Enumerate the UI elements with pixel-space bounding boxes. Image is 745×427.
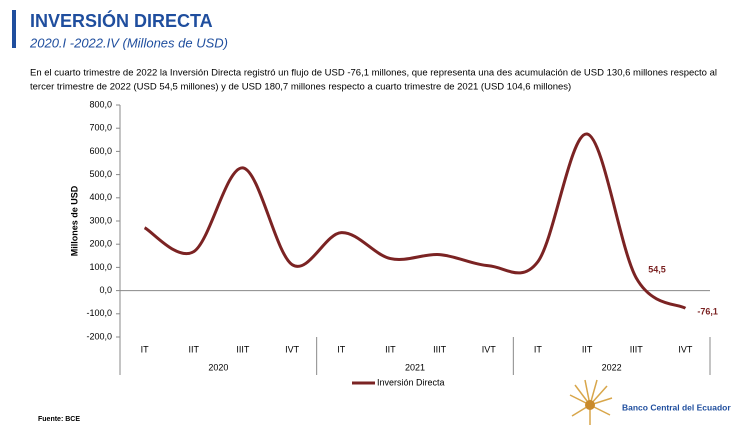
value-label: -76,1	[697, 307, 718, 317]
source: Fuente: BCE	[38, 416, 80, 423]
x-tick-label: IVT	[285, 344, 300, 354]
y-tick-label: 0,0	[99, 285, 112, 295]
description: En el cuarto trimestre de 2022 la Invers…	[30, 68, 717, 79]
logo-text: Banco Central del Ecuador	[622, 402, 731, 412]
legend-label: Inversión Directa	[377, 377, 445, 387]
y-axis-label: Millones de USD	[69, 185, 79, 256]
x-tick-label: IT	[141, 344, 150, 354]
x-tick-label: IIIT	[236, 344, 250, 354]
accent-bar	[12, 10, 16, 48]
x-group-label: 2021	[405, 362, 425, 372]
x-group-label: 2022	[602, 362, 622, 372]
y-tick-label: 500,0	[89, 169, 112, 179]
x-tick-label: IIT	[385, 344, 396, 354]
x-tick-label: IIIT	[433, 344, 447, 354]
y-tick-label: 300,0	[89, 215, 112, 225]
subtitle: 2020.I -2022.IV (Millones de USD)	[29, 35, 228, 50]
y-tick-label: 800,0	[89, 99, 112, 109]
y-tick-label: 100,0	[89, 262, 112, 272]
x-tick-label: IVT	[482, 344, 497, 354]
y-tick-label: 600,0	[89, 146, 112, 156]
y-tick-label: -100,0	[86, 308, 112, 318]
x-tick-label: IIT	[189, 344, 200, 354]
x-tick-label: IIT	[582, 344, 593, 354]
description: tercer trimestre de 2022 (USD 54,5 millo…	[30, 82, 571, 93]
y-tick-label: 400,0	[89, 192, 112, 202]
x-tick-label: IT	[337, 344, 346, 354]
y-tick-label: 200,0	[89, 239, 112, 249]
y-tick-label: -200,0	[86, 331, 112, 341]
y-tick-label: 700,0	[89, 123, 112, 133]
x-tick-label: IT	[534, 344, 543, 354]
title: INVERSIÓN DIRECTA	[30, 10, 213, 31]
x-tick-label: IIIT	[630, 344, 644, 354]
x-tick-label: IVT	[678, 344, 693, 354]
x-group-label: 2020	[208, 362, 228, 372]
value-label: 54,5	[648, 264, 666, 274]
series-line	[143, 132, 687, 310]
logo	[569, 379, 613, 425]
